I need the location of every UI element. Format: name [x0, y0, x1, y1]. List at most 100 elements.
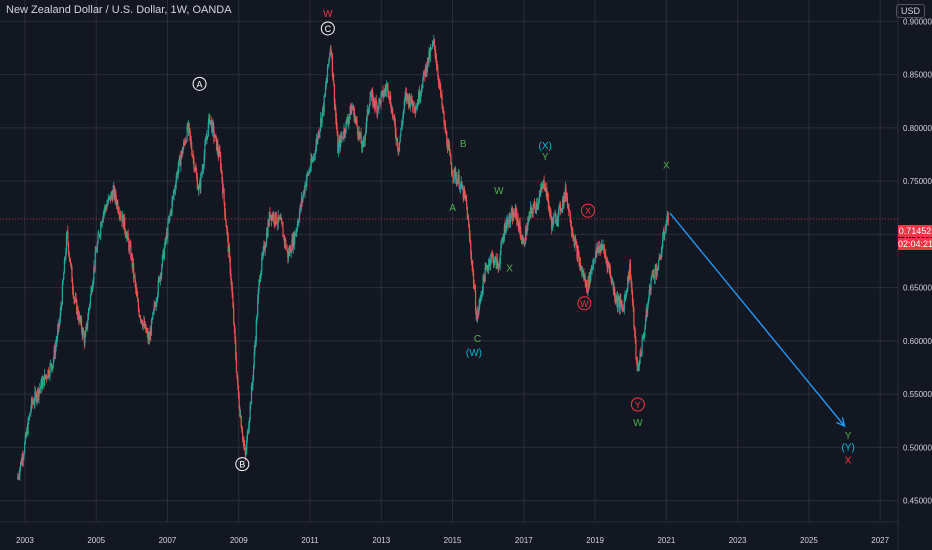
candle-body — [329, 55, 331, 59]
candle-body — [540, 187, 542, 189]
candle-body — [427, 57, 429, 68]
candle-body — [369, 97, 371, 106]
candle-body — [347, 121, 349, 124]
candle-body — [207, 135, 209, 137]
candle-body — [47, 370, 49, 378]
candle-body — [407, 94, 409, 98]
candle-body — [656, 268, 658, 276]
candle-body — [315, 145, 317, 154]
candle-body — [91, 288, 93, 292]
candle-body — [350, 107, 353, 115]
candle-body — [35, 391, 37, 394]
candle-body — [204, 144, 206, 155]
candle-body — [640, 353, 642, 356]
candle-body — [185, 140, 187, 144]
candle-body — [334, 103, 336, 109]
candle-body — [283, 235, 285, 243]
candle-body — [361, 142, 364, 149]
candle-body — [387, 91, 390, 96]
candle-body — [257, 300, 259, 318]
wave-label: X — [845, 455, 852, 466]
candle-body — [333, 84, 336, 104]
candle-body — [461, 187, 464, 190]
candle-body — [73, 296, 75, 300]
candle-body — [220, 168, 222, 172]
candle-body — [228, 248, 231, 258]
candle-body — [634, 330, 636, 339]
candle-body — [261, 255, 264, 257]
candle-body — [133, 263, 135, 277]
candle-body — [557, 209, 560, 221]
candle-body — [163, 250, 165, 258]
candle-body — [247, 431, 249, 434]
candle-body — [53, 348, 55, 359]
candle-body — [396, 138, 398, 141]
candle-body — [478, 306, 480, 313]
candle-body — [529, 207, 532, 217]
candle-body — [520, 239, 523, 241]
candle-body — [503, 225, 505, 239]
candle-body — [191, 147, 193, 156]
candle-body — [545, 188, 547, 192]
candle-body — [509, 214, 511, 222]
candle-body — [318, 132, 320, 137]
candle-body — [553, 216, 555, 225]
candle-body — [162, 250, 164, 256]
candle-body — [405, 92, 407, 99]
candle-body — [109, 195, 111, 201]
candle-body — [477, 310, 479, 319]
x-tick-label: 2003 — [16, 536, 34, 545]
y-tick-label: 0.65000 — [903, 284, 932, 293]
candle-body — [365, 127, 367, 134]
candle-body — [317, 133, 319, 141]
candle-body — [553, 215, 555, 217]
candle-body — [220, 155, 222, 169]
candle-body — [237, 385, 240, 397]
candle-body — [302, 195, 304, 201]
candle-body — [446, 144, 449, 151]
candle-body — [466, 206, 468, 220]
candle-body — [607, 262, 609, 268]
candle-body — [319, 127, 321, 133]
candle-body — [469, 236, 471, 243]
candle-body — [454, 168, 456, 172]
candle-body — [612, 281, 614, 282]
candle-body — [506, 218, 508, 222]
candle-body — [58, 323, 60, 327]
candle-body — [416, 107, 418, 109]
candle-body — [508, 214, 510, 227]
candle-body — [330, 48, 332, 54]
candle-body — [165, 238, 167, 240]
candle-body — [22, 457, 24, 461]
candle-body — [461, 181, 463, 190]
candle-body — [390, 106, 392, 113]
candle-body — [569, 210, 571, 222]
candle-body — [201, 169, 203, 175]
candle-body — [354, 118, 356, 122]
candle-body — [163, 247, 166, 258]
candle-body — [470, 253, 473, 263]
currency-button[interactable]: USD — [895, 4, 925, 18]
candle-body — [20, 462, 22, 465]
candle-body — [549, 211, 551, 212]
candle-body — [602, 245, 604, 248]
candle-body — [487, 268, 489, 270]
candle-body — [157, 280, 159, 295]
candle-body — [511, 211, 513, 213]
candle-body — [457, 180, 459, 185]
candle-body — [128, 244, 131, 250]
candle-body — [379, 99, 381, 100]
candle-body — [413, 101, 415, 109]
candle-body — [577, 250, 579, 255]
candle-body — [649, 285, 651, 296]
candle-body — [196, 177, 198, 189]
candle-body — [323, 96, 325, 113]
candle-body — [568, 204, 570, 212]
candle-body — [246, 431, 248, 440]
candle-body — [382, 90, 384, 98]
candle-body — [231, 280, 233, 287]
candle-body — [614, 288, 616, 299]
candle-body — [54, 345, 57, 355]
candle-body — [471, 262, 473, 267]
